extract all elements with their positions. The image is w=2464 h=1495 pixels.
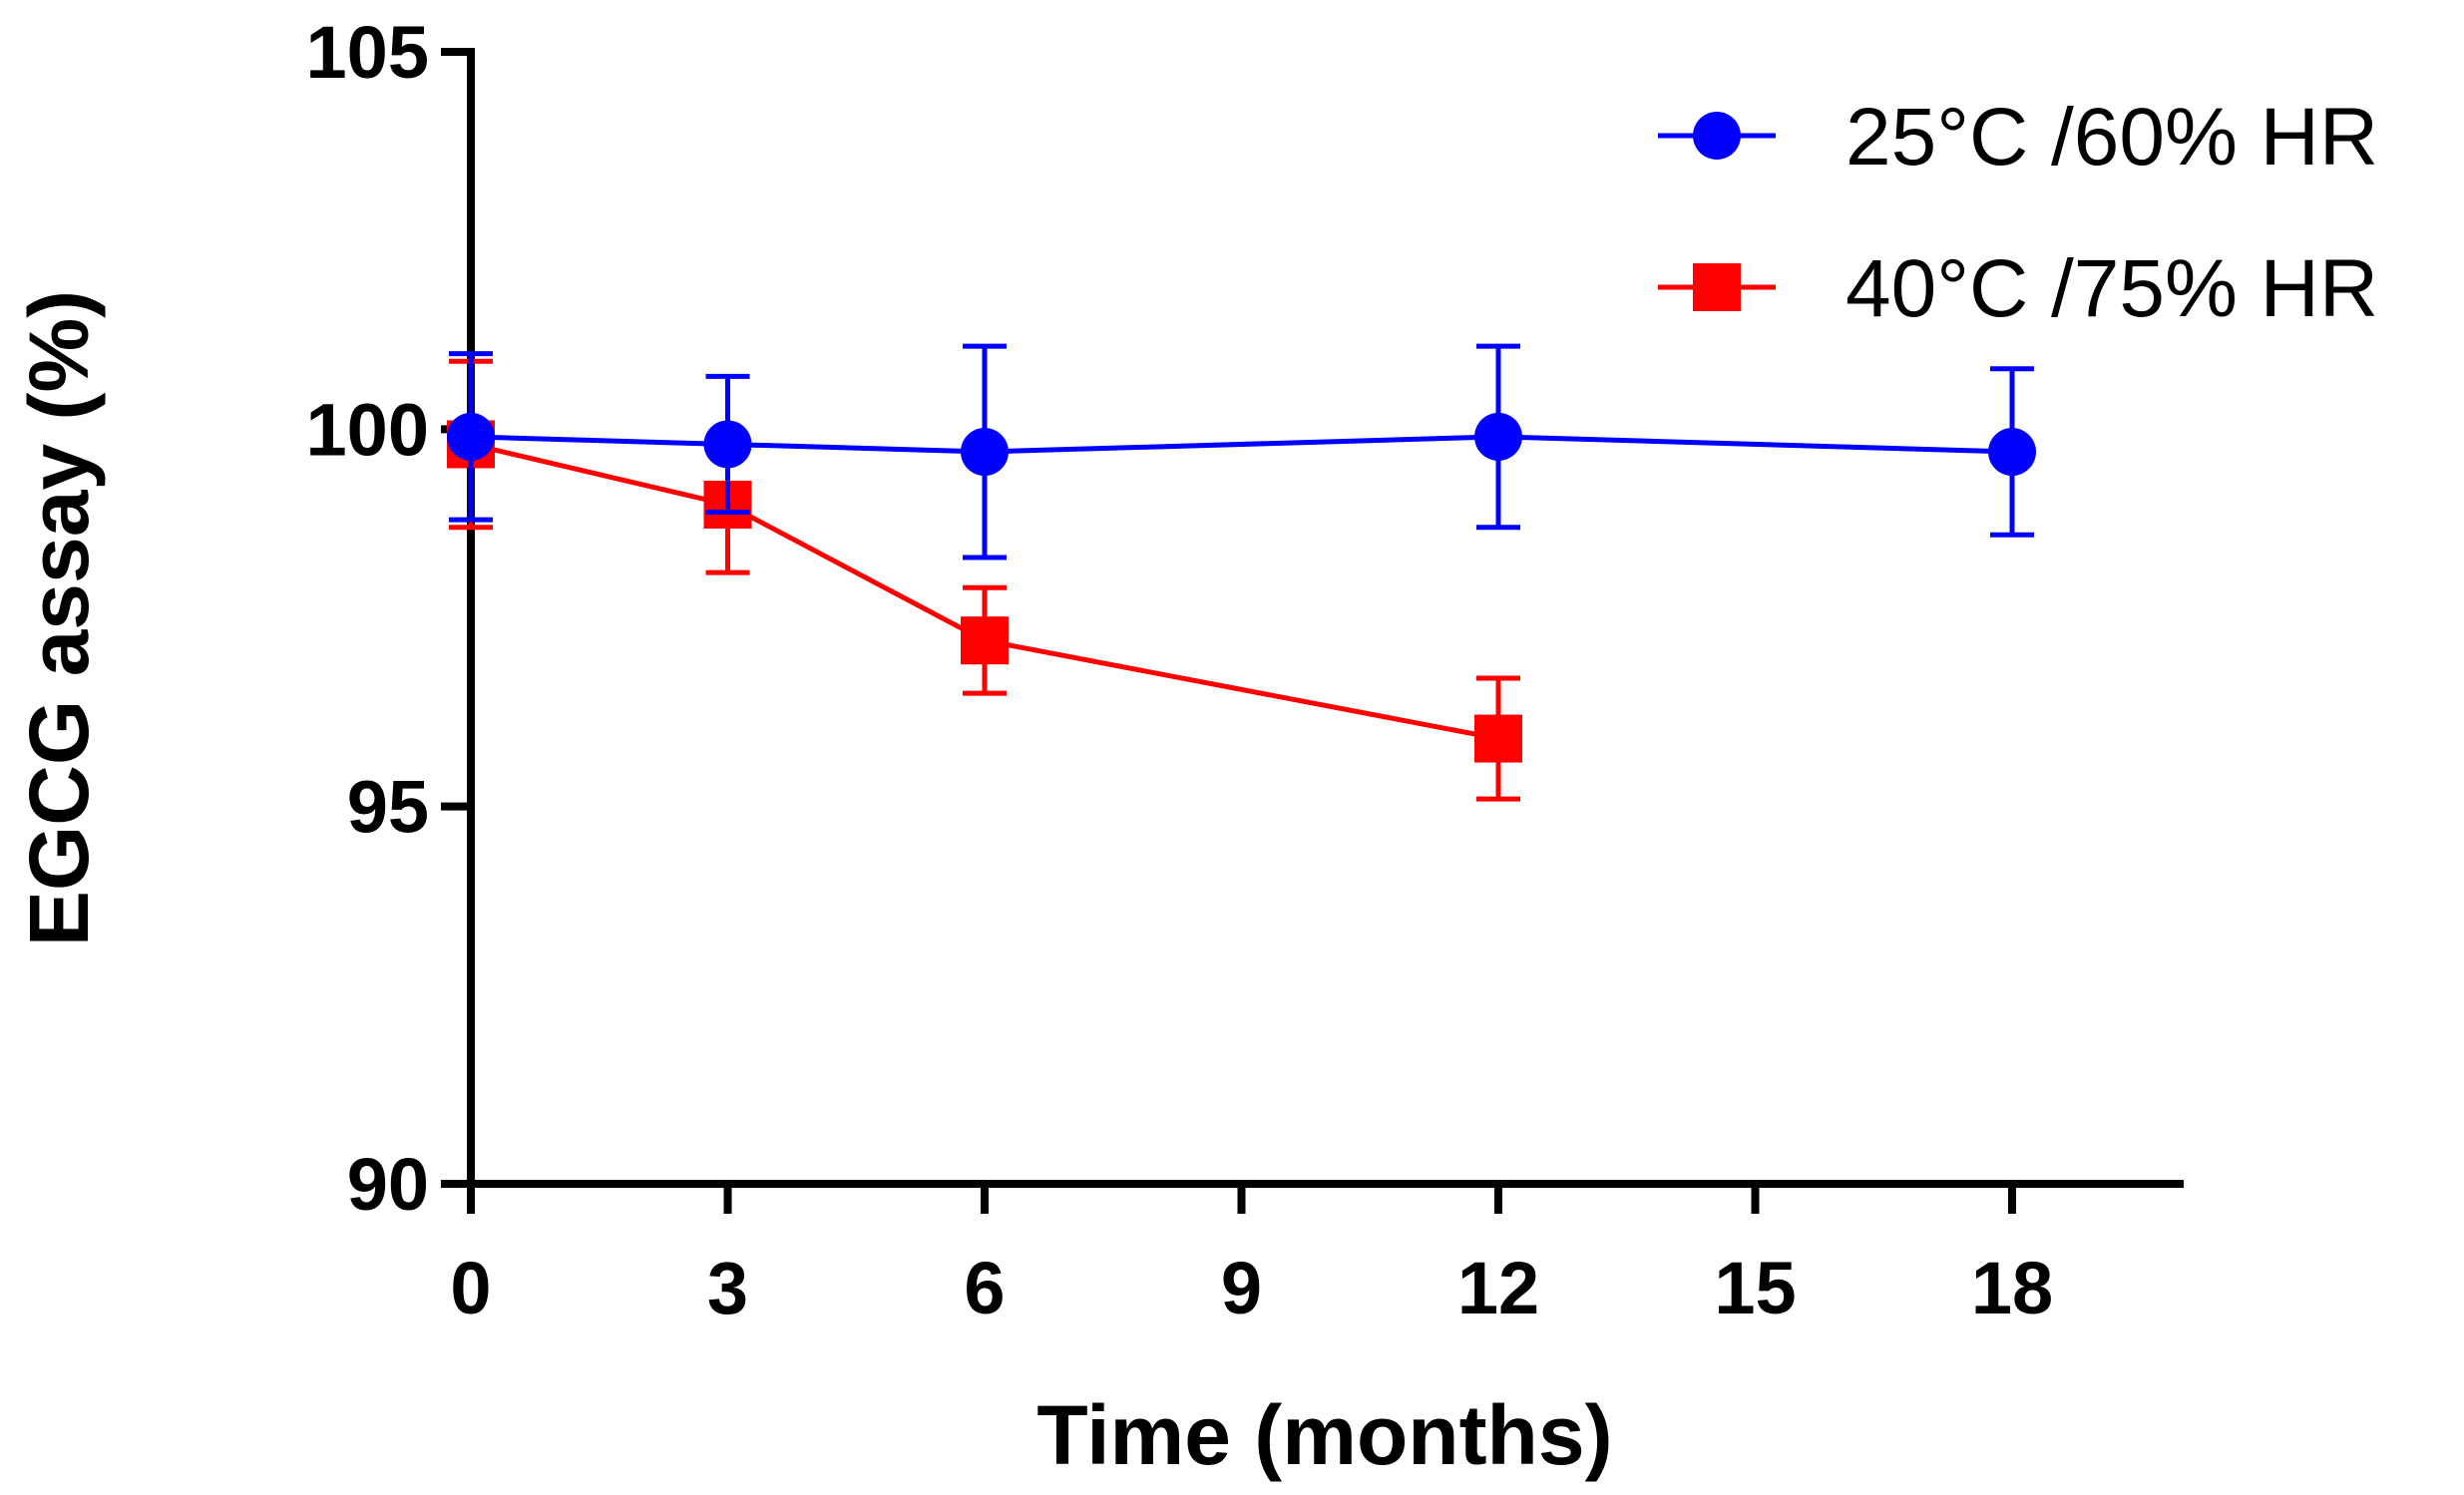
data-point — [1474, 714, 1522, 763]
data-point — [961, 616, 1009, 665]
data-point — [703, 420, 752, 469]
x-ticks: 0 3 6 9 12 15 18 — [450, 1184, 2053, 1329]
legend-marker — [1693, 112, 1741, 160]
series-line — [470, 442, 1499, 742]
legend: 25°C /60% HR 40°C /75% HR — [1658, 92, 2378, 334]
x-axis-title: Time (months) — [1036, 1388, 1612, 1482]
x-tick-label: 3 — [707, 1247, 748, 1329]
data-point — [961, 428, 1009, 477]
legend-label: 25°C /60% HR — [1846, 92, 2378, 183]
legend-item: 25°C /60% HR — [1658, 92, 2378, 183]
series-circle — [447, 343, 2036, 561]
y-axis-title: EGCG assay (%) — [12, 290, 106, 946]
x-tick-label: 18 — [1971, 1247, 2053, 1329]
legend-item: 40°C /75% HR — [1658, 243, 2378, 334]
series-layer — [447, 343, 2036, 802]
data-point — [1988, 428, 2036, 477]
x-tick-label: 12 — [1457, 1247, 1539, 1329]
data-point — [447, 412, 495, 461]
y-tick-label: 105 — [306, 11, 429, 94]
y-tick-label: 95 — [347, 766, 429, 849]
y-tick-label: 100 — [306, 388, 429, 471]
axes: 90 95 100 105 0 3 6 9 12 15 18 — [306, 11, 2184, 1329]
x-tick-label: 15 — [1714, 1247, 1796, 1329]
legend-marker — [1693, 263, 1741, 311]
series-line — [470, 434, 2013, 455]
x-tick-label: 9 — [1221, 1247, 1262, 1329]
x-tick-label: 6 — [964, 1247, 1005, 1329]
x-tick-label: 0 — [450, 1247, 491, 1329]
y-tick-label: 90 — [347, 1143, 429, 1226]
legend-label: 40°C /75% HR — [1846, 243, 2378, 334]
y-ticks: 90 95 100 105 — [306, 11, 471, 1226]
data-point — [1474, 412, 1522, 461]
